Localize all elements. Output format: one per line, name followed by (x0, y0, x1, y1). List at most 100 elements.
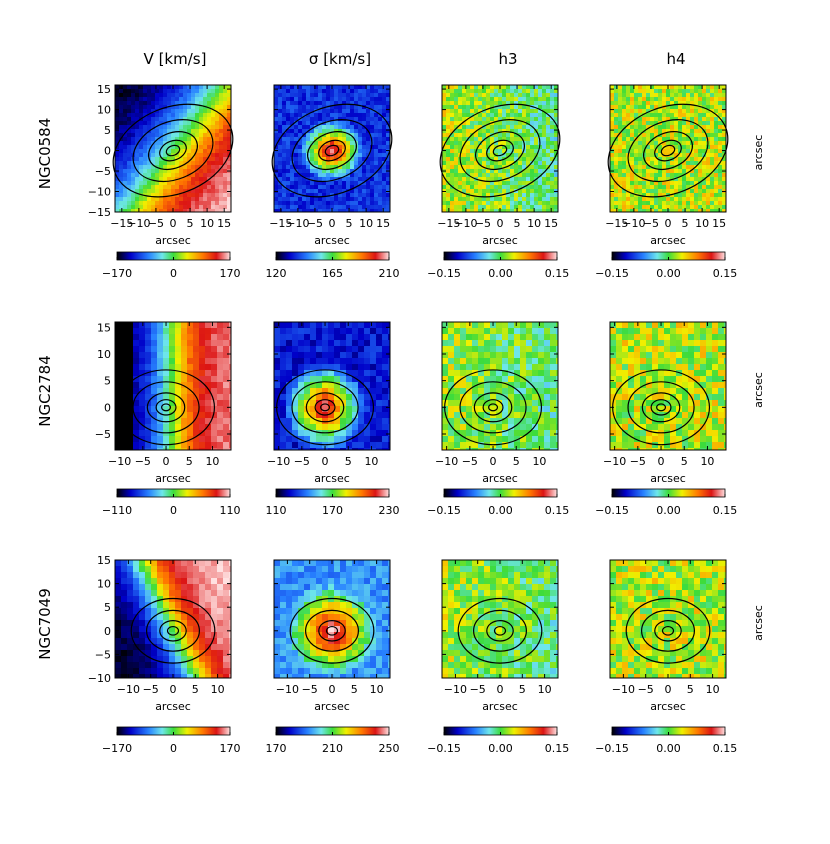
map-cell (534, 157, 539, 162)
map-cell (702, 197, 707, 202)
map-cell (638, 189, 643, 194)
map-cell (502, 173, 507, 178)
map-cell (462, 185, 467, 190)
map-cell (322, 340, 329, 347)
map-cell (318, 117, 323, 122)
map-cell (121, 364, 128, 371)
map-cell (286, 97, 291, 102)
map-cell (462, 189, 467, 194)
map-cell (169, 412, 176, 419)
map-cell (614, 193, 619, 198)
map-cell (326, 157, 331, 162)
map-cell (145, 418, 152, 425)
map-cell (690, 101, 695, 106)
map-cell (510, 89, 515, 94)
map-cell (294, 117, 299, 122)
map-cell (482, 109, 487, 114)
map-cell (690, 201, 695, 206)
isophote-contour (643, 131, 693, 171)
map-cell (358, 388, 365, 395)
map-cell (526, 125, 531, 130)
map-cell (370, 133, 375, 138)
map-cell (145, 436, 152, 443)
map-cell (510, 129, 515, 134)
map-cell (446, 117, 451, 122)
map-cell (326, 85, 331, 90)
map-cell (462, 157, 467, 162)
map-cell (498, 93, 503, 98)
x-ticks: −15−10−5 0 5 10 15 (437, 85, 558, 230)
map-cell (155, 141, 160, 146)
map-cell (211, 388, 218, 395)
map-cell (538, 93, 543, 98)
map-cell (310, 406, 317, 413)
map-cell (370, 137, 375, 142)
map-cell (338, 89, 343, 94)
map-cell (338, 185, 343, 190)
map-cell (163, 334, 170, 341)
map-cell (215, 97, 220, 102)
map-cell (151, 169, 156, 174)
map-cell (229, 328, 232, 335)
map-cell (702, 161, 707, 166)
map-cell (169, 382, 176, 389)
map-cell (167, 109, 172, 114)
map-cell (446, 165, 451, 170)
map-cell (223, 169, 228, 174)
map-cell (159, 101, 164, 106)
map-cell (530, 113, 535, 118)
map-cell (169, 328, 176, 335)
map-cell (219, 189, 224, 194)
map-cell (167, 141, 172, 146)
map-cell (654, 129, 659, 134)
map-cell (352, 412, 359, 419)
map-cell (514, 189, 519, 194)
map-cell (334, 149, 339, 154)
map-cell (352, 436, 359, 443)
map-cell (382, 137, 387, 142)
map-cell (223, 109, 228, 114)
map-cell (454, 173, 459, 178)
map-cell (462, 89, 467, 94)
map-cell (678, 201, 683, 206)
map-cell (534, 93, 539, 98)
map-cell (634, 89, 639, 94)
map-cell (706, 85, 711, 90)
map-cell (302, 93, 307, 98)
map-cell (169, 436, 176, 443)
map-cell (294, 129, 299, 134)
map-cell (358, 394, 365, 401)
map-cell (131, 193, 136, 198)
map-cell (482, 141, 487, 146)
map-cell (710, 121, 715, 126)
map-cell (490, 145, 495, 150)
map-cell (211, 436, 218, 443)
map-cell (622, 153, 627, 158)
map-cell (478, 189, 483, 194)
map-cell (167, 129, 172, 134)
map-cell (219, 93, 224, 98)
map-cell (662, 197, 667, 202)
map-cell (646, 117, 651, 122)
map-cell (203, 189, 208, 194)
map-cell (518, 101, 523, 106)
map-cell (274, 382, 281, 389)
map-cell (378, 201, 383, 206)
map-cell (618, 133, 623, 138)
map-cell (638, 85, 643, 90)
map-cell (139, 364, 146, 371)
map-cell (294, 157, 299, 162)
map-cell (706, 161, 711, 166)
map-cell (522, 129, 527, 134)
map-cell (163, 161, 168, 166)
map-cell (654, 209, 659, 213)
map-cell (502, 149, 507, 154)
map-cell (292, 430, 299, 437)
map-cell (330, 201, 335, 206)
map-cell (466, 177, 471, 182)
map-cell (662, 173, 667, 178)
map-cell (482, 161, 487, 166)
map-cell (286, 376, 293, 383)
map-cell (518, 201, 523, 206)
map-cell (338, 201, 343, 206)
